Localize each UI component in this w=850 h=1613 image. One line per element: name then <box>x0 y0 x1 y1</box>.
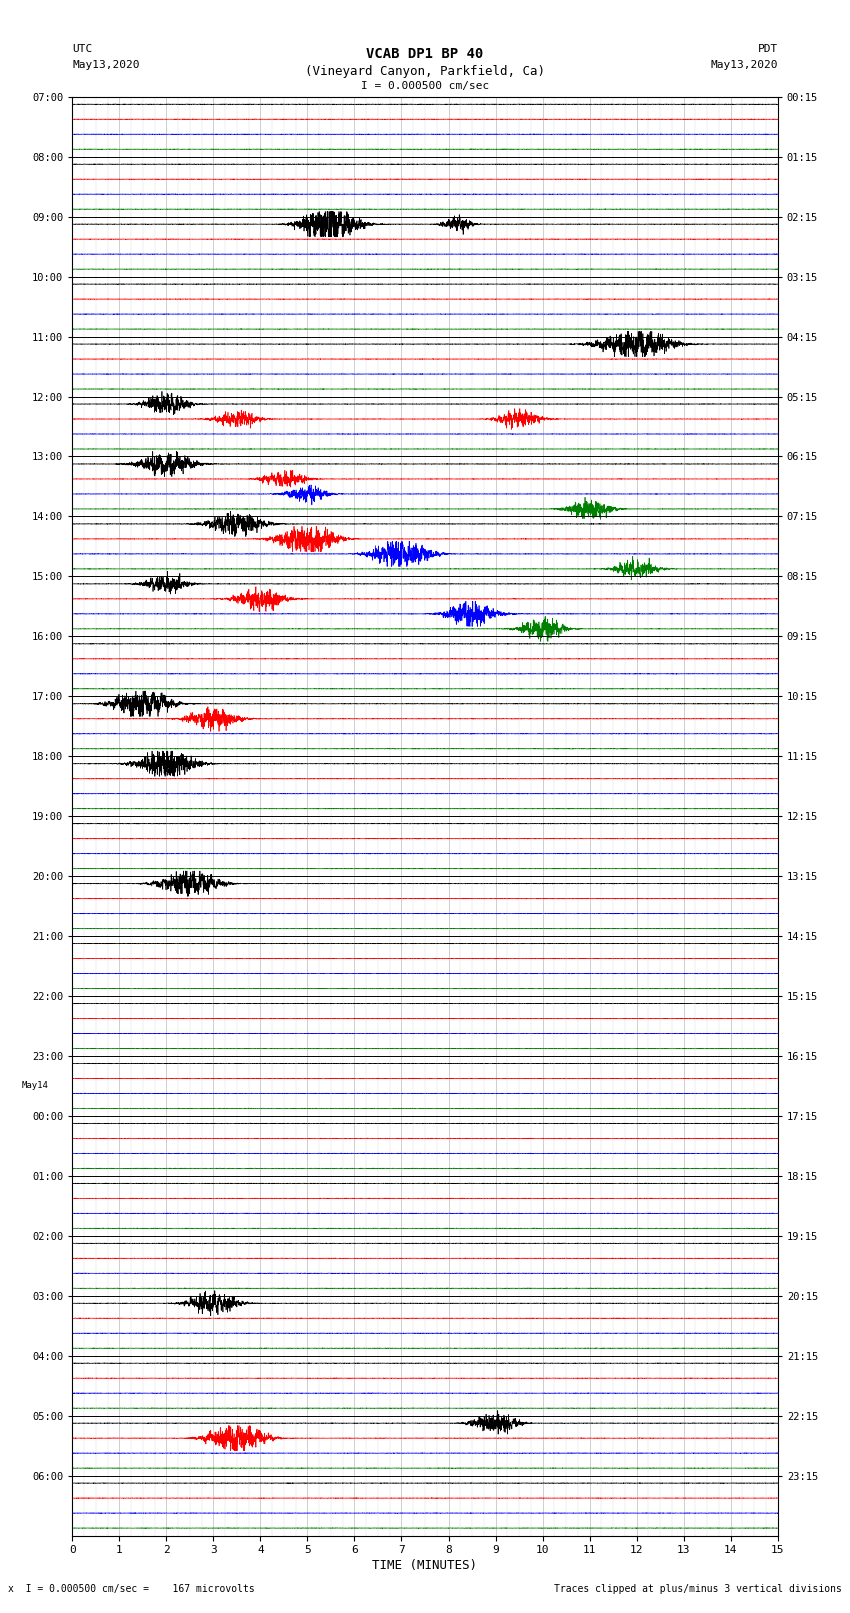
X-axis label: TIME (MINUTES): TIME (MINUTES) <box>372 1560 478 1573</box>
Text: May14: May14 <box>22 1081 48 1090</box>
Text: UTC: UTC <box>72 44 93 53</box>
Text: VCAB DP1 BP 40: VCAB DP1 BP 40 <box>366 47 484 61</box>
Text: PDT: PDT <box>757 44 778 53</box>
Text: May13,2020: May13,2020 <box>711 60 778 69</box>
Text: Traces clipped at plus/minus 3 vertical divisions: Traces clipped at plus/minus 3 vertical … <box>553 1584 842 1594</box>
Text: (Vineyard Canyon, Parkfield, Ca): (Vineyard Canyon, Parkfield, Ca) <box>305 65 545 77</box>
Text: May13,2020: May13,2020 <box>72 60 139 69</box>
Text: I = 0.000500 cm/sec: I = 0.000500 cm/sec <box>361 81 489 90</box>
Text: x  I = 0.000500 cm/sec =    167 microvolts: x I = 0.000500 cm/sec = 167 microvolts <box>8 1584 255 1594</box>
